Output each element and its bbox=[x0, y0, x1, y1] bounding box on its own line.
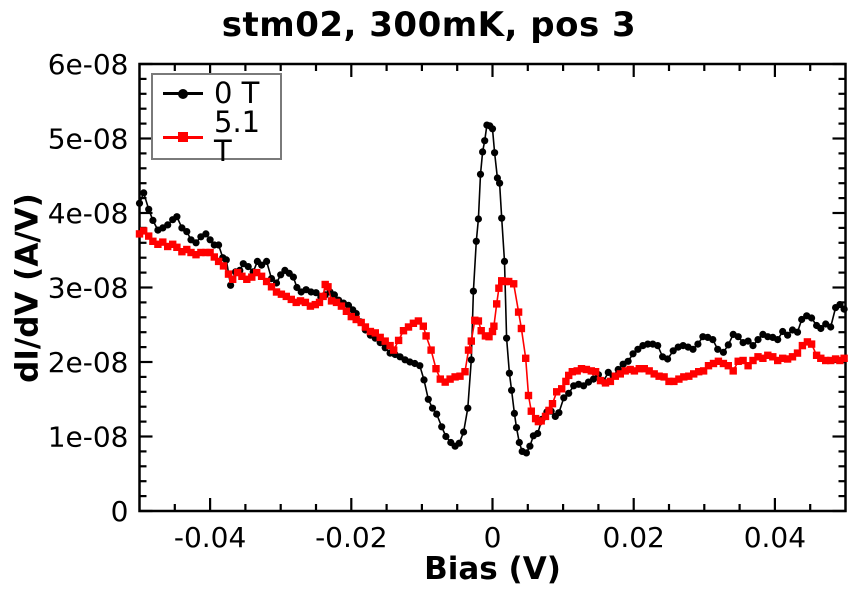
series-line-0 bbox=[138, 124, 845, 454]
circle-marker-icon bbox=[178, 88, 188, 99]
x-tick-label: 0 bbox=[484, 521, 502, 554]
x-tick-label: 0.04 bbox=[744, 521, 806, 554]
chart-title: stm02, 300mK, pos 3 bbox=[221, 5, 637, 45]
red-line-sample bbox=[163, 132, 203, 142]
y-tick-label: 5e-08 bbox=[48, 123, 129, 156]
legend-item-0t: 0 T bbox=[163, 79, 270, 108]
y-tick-label: 6e-08 bbox=[48, 48, 129, 81]
series-markers-0 bbox=[135, 121, 848, 457]
legend: 0 T 5.1 T bbox=[151, 73, 282, 166]
square-marker-icon bbox=[178, 132, 188, 142]
y-tick-label: 2e-08 bbox=[48, 346, 129, 379]
x-tick-label: -0.04 bbox=[174, 521, 246, 554]
y-tick-label: 4e-08 bbox=[48, 197, 129, 230]
legend-label-5-1t: 5.1 T bbox=[214, 105, 261, 168]
x-tick-label: -0.02 bbox=[315, 521, 387, 554]
y-tick-label: 3e-08 bbox=[48, 272, 129, 305]
x-axis-label: Bias (V) bbox=[424, 551, 561, 587]
legend-item-5-1t: 5.1 T bbox=[163, 108, 270, 166]
plot-frame bbox=[138, 62, 847, 513]
legend-label-0t: 0 T bbox=[214, 76, 260, 110]
y-axis-label: dI/dV (A/V) bbox=[9, 193, 46, 383]
series-markers-1 bbox=[135, 227, 848, 426]
y-tick-label: 0 bbox=[111, 495, 129, 528]
x-tick-label: 0.02 bbox=[603, 521, 665, 554]
y-tick-label: 1e-08 bbox=[48, 421, 129, 454]
black-line-sample bbox=[163, 88, 203, 99]
